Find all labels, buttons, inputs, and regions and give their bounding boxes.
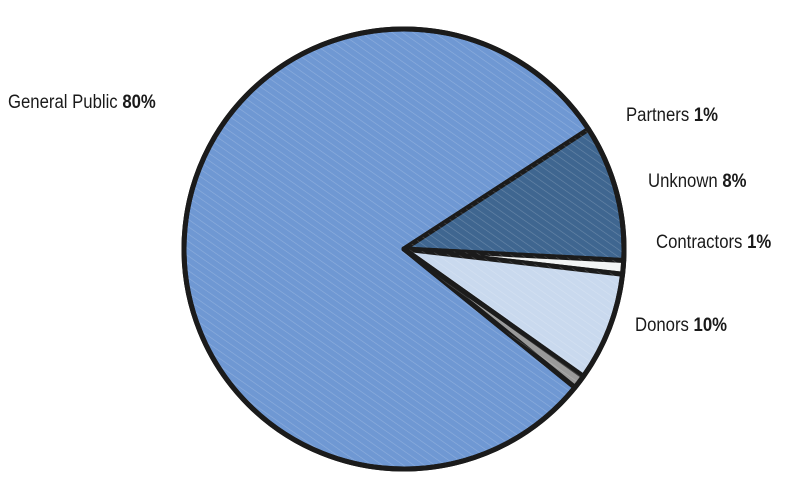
label-partners-name: Partners [626,105,690,126]
label-donors-name: Donors [635,315,689,336]
label-donors: Donors 10% [635,315,727,337]
label-unknown-value: 8% [722,171,747,192]
label-partners: Partners 1% [626,105,718,127]
label-general-public-value: 80% [122,92,156,113]
label-contractors: Contractors 1% [656,232,771,254]
label-partners-value: 1% [693,105,719,126]
label-contractors-name: Contractors [656,232,743,253]
label-donors-value: 10% [693,315,728,336]
pie-slice-texture-donors [404,129,624,261]
label-unknown: Unknown 8% [648,171,747,193]
label-contractors-value: 1% [747,232,772,253]
pie-outline [181,26,627,472]
pie-slice-texture-unknown [404,249,623,377]
pie-slice-texture-general-public [183,28,589,469]
label-general-public: General Public 80% [8,92,156,114]
pie-slice-texture-partners [404,249,584,388]
label-general-public-name: General Public [8,92,118,113]
label-unknown-name: Unknown [648,171,718,192]
